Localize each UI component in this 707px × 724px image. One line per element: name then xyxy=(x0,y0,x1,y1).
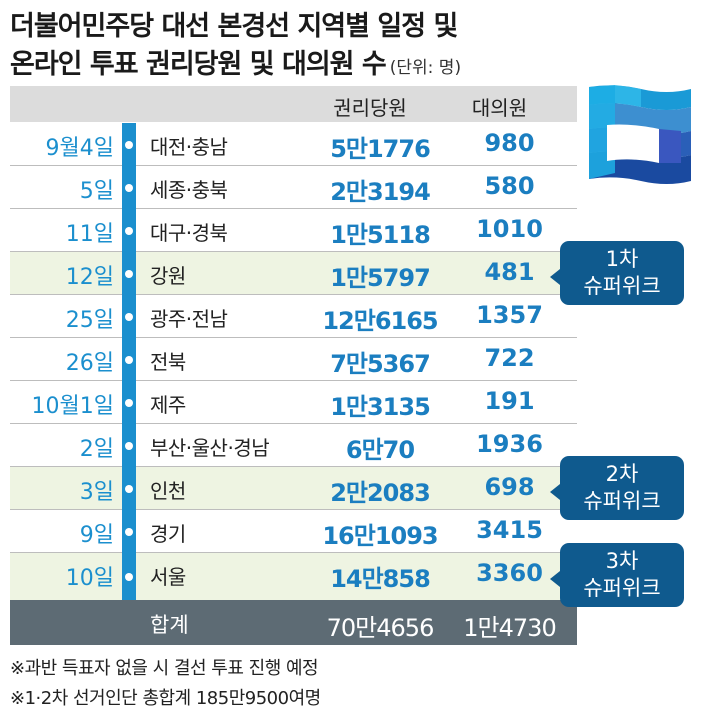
callout-line1: 3차 xyxy=(605,549,639,573)
row-region: 세종·충북 xyxy=(150,178,228,202)
row-party-members: 12만6165 xyxy=(322,307,438,335)
table-row-highlighted: 10일 서울 14만858 3360 xyxy=(10,553,577,600)
row-date: 10월1일 xyxy=(31,394,114,419)
callout-line2: 슈퍼위크 xyxy=(583,576,661,600)
timeline-dot xyxy=(125,313,133,321)
callout-line1: 2차 xyxy=(605,462,639,486)
timeline-dot xyxy=(125,442,133,450)
total-row: 합계 70만4656 1만4730 xyxy=(10,600,577,645)
total-delegates: 1만4730 xyxy=(463,614,556,642)
table-row: 25일 광주·전남 12만6165 1357 xyxy=(10,295,577,338)
row-delegates: 722 xyxy=(484,344,535,372)
header-delegates: 대의원 xyxy=(471,96,528,120)
callout-line1: 1차 xyxy=(605,247,639,271)
row-party-members: 5만1776 xyxy=(330,135,431,163)
callout-pointer xyxy=(550,571,560,587)
row-region: 강원 xyxy=(150,264,186,288)
timeline-dot xyxy=(125,356,133,364)
party-flag-icon xyxy=(589,85,691,184)
timeline-dot xyxy=(125,184,133,192)
table-row: 10월1일 제주 1만3135 191 xyxy=(10,381,577,424)
row-date: 2일 xyxy=(79,437,114,462)
table-row: 26일 전북 7만5367 722 xyxy=(10,338,577,381)
row-region: 인천 xyxy=(150,479,186,503)
row-region: 대구·경북 xyxy=(150,221,228,245)
timeline-dot xyxy=(125,485,133,493)
footnote-total-electors: ※1·2차 선거인단 총합계 185만9500여명 xyxy=(10,688,321,709)
table-row: 5일 세종·충북 2만3194 580 xyxy=(10,166,577,209)
row-date: 11일 xyxy=(65,222,114,247)
row-date: 10일 xyxy=(65,566,114,591)
row-party-members: 1만5797 xyxy=(330,264,431,292)
row-party-members: 2만2083 xyxy=(330,479,431,507)
row-delegates: 1936 xyxy=(476,430,543,458)
row-delegates: 3360 xyxy=(476,559,543,587)
callout-pointer xyxy=(550,269,560,285)
timeline-dot xyxy=(125,528,133,536)
footnote-runoff: ※과반 득표자 없을 시 결선 투표 진행 예정 xyxy=(10,658,319,679)
table-row: 11일 대구·경북 1만5118 1010 xyxy=(10,209,577,252)
row-party-members: 6만70 xyxy=(345,436,415,464)
row-date: 3일 xyxy=(79,480,114,505)
row-delegates: 3415 xyxy=(476,516,543,544)
row-date: 25일 xyxy=(65,308,114,333)
row-region: 대전·충남 xyxy=(150,135,228,159)
row-region: 광주·전남 xyxy=(150,307,228,331)
row-date: 12일 xyxy=(65,265,114,290)
table-header xyxy=(10,86,577,122)
row-delegates: 580 xyxy=(484,172,535,200)
page-title-line1: 더불어민주당 대선 본경선 지역별 일정 및 xyxy=(10,11,458,42)
timeline-dot xyxy=(125,270,133,278)
row-region: 경기 xyxy=(150,522,186,546)
row-date: 9일 xyxy=(79,523,114,548)
page-title-line2: 온라인 투표 권리당원 및 대의원 수 (단위: 명) xyxy=(10,42,461,81)
row-delegates: 1010 xyxy=(476,215,543,243)
callout-super-week-3: 3차 슈퍼위크 xyxy=(550,543,684,607)
row-delegates: 698 xyxy=(484,473,535,501)
row-delegates: 980 xyxy=(484,129,535,157)
callout-super-week-2: 2차 슈퍼위크 xyxy=(550,456,684,520)
total-party-members: 70만4656 xyxy=(326,614,435,642)
total-label: 합계 xyxy=(150,613,189,637)
callout-super-week-1: 1차 슈퍼위크 xyxy=(550,241,684,305)
row-party-members: 1만3135 xyxy=(330,393,431,421)
table-row: 2일 부산·울산·경남 6만70 1936 xyxy=(10,424,577,467)
timeline-dot xyxy=(125,227,133,235)
row-date: 26일 xyxy=(65,351,114,376)
row-region: 부산·울산·경남 xyxy=(150,436,270,460)
header-party-members: 권리당원 xyxy=(333,96,407,120)
row-delegates: 481 xyxy=(484,258,535,286)
unit-label: (단위: 명) xyxy=(389,58,462,78)
timeline-dot xyxy=(125,399,133,407)
table-row-highlighted: 3일 인천 2만2083 698 xyxy=(10,467,577,510)
table-row: 9일 경기 16만1093 3415 xyxy=(10,510,577,553)
callout-pointer xyxy=(550,484,560,500)
row-party-members: 7만5367 xyxy=(330,350,431,378)
timeline-dot xyxy=(125,573,133,581)
row-party-members: 16만1093 xyxy=(322,522,438,550)
row-region: 전북 xyxy=(150,350,186,374)
callout-line2: 슈퍼위크 xyxy=(583,489,661,513)
row-delegates: 1357 xyxy=(476,301,543,329)
row-party-members: 14만858 xyxy=(330,565,431,593)
table-row: 9월4일 대전·충남 5만1776 980 xyxy=(10,123,577,166)
row-date: 9월4일 xyxy=(45,136,114,161)
row-party-members: 1만5118 xyxy=(330,221,431,249)
table-row-highlighted: 12일 강원 1만5797 481 xyxy=(10,252,577,295)
callout-line2: 슈퍼위크 xyxy=(583,274,661,298)
row-date: 5일 xyxy=(79,179,114,204)
row-party-members: 2만3194 xyxy=(330,178,431,206)
row-region: 서울 xyxy=(150,565,186,589)
timeline-dot xyxy=(125,141,133,149)
row-delegates: 191 xyxy=(484,387,535,415)
page-title-line2-text: 온라인 투표 권리당원 및 대의원 수 xyxy=(10,49,387,80)
row-region: 제주 xyxy=(150,393,186,417)
